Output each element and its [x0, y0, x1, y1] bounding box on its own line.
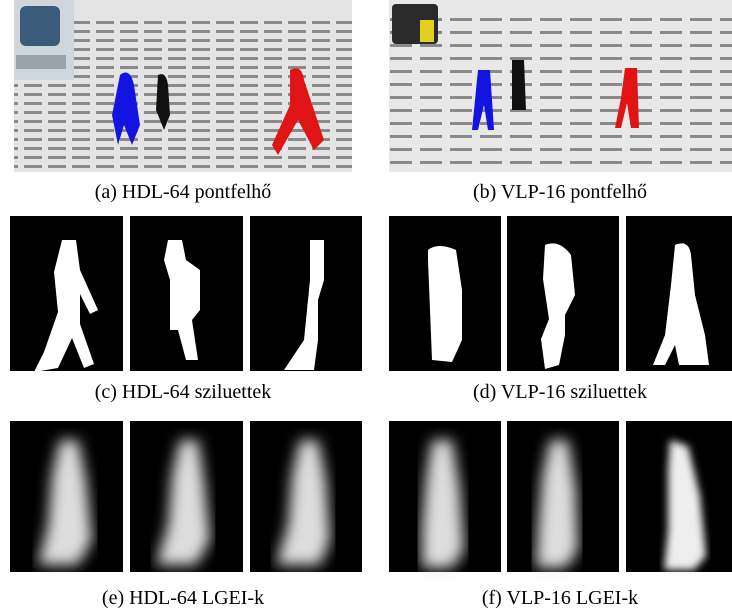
caption: (e) HDL-64 LGEI-k	[102, 587, 264, 609]
caption: (a) HDL-64 pontfelhő	[95, 181, 272, 203]
page: (a) HDL-64 pontfelhő (b) VLP-16 pontfelh…	[0, 0, 732, 614]
caption: (d) VLP-16 sziluettek	[473, 381, 647, 403]
caption: (b) VLP-16 pontfelhő	[473, 181, 647, 203]
point-cloud-a	[14, 0, 352, 172]
caption: (c) HDL-64 sziluettek	[95, 381, 272, 403]
lgei-f	[389, 421, 732, 572]
silhouettes-c	[10, 216, 362, 372]
caption: (f) VLP-16 LGEI-k	[482, 587, 638, 609]
point-cloud-b	[389, 0, 732, 172]
lgei-e	[10, 421, 362, 572]
figure: (a) HDL-64 pontfelhő (b) VLP-16 pontfelh…	[0, 0, 732, 614]
silhouettes-d	[389, 216, 732, 371]
